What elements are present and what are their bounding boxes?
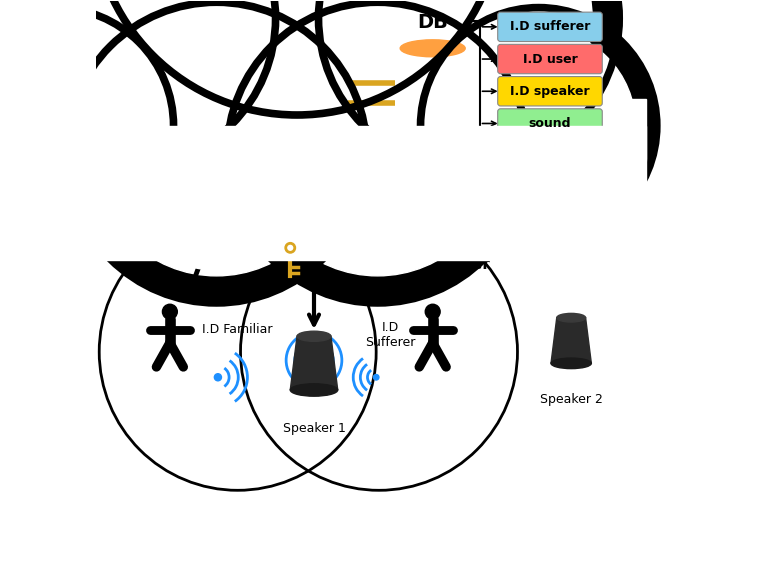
Circle shape <box>162 304 177 319</box>
Ellipse shape <box>400 40 465 57</box>
Ellipse shape <box>400 67 465 84</box>
Circle shape <box>425 304 440 319</box>
Circle shape <box>446 34 631 218</box>
Ellipse shape <box>297 331 331 341</box>
Circle shape <box>254 30 501 276</box>
Circle shape <box>346 0 592 141</box>
Ellipse shape <box>400 86 465 98</box>
Text: · · · · ·: · · · · · <box>298 170 330 181</box>
Text: I.D speaker: I.D speaker <box>510 85 590 98</box>
Text: Familiar: Familiar <box>130 257 199 272</box>
Circle shape <box>286 243 295 252</box>
Circle shape <box>442 29 635 223</box>
Bar <box>0 99 646 206</box>
Polygon shape <box>551 318 591 364</box>
Circle shape <box>0 7 174 244</box>
Circle shape <box>260 35 495 270</box>
FancyBboxPatch shape <box>274 158 353 189</box>
Ellipse shape <box>400 94 465 111</box>
Text: I.D user: I.D user <box>522 53 578 65</box>
Circle shape <box>8 0 243 136</box>
Bar <box>0 126 646 260</box>
Text: I.D Familiar: I.D Familiar <box>202 323 273 336</box>
Ellipse shape <box>400 112 465 125</box>
Bar <box>400 48 465 76</box>
Circle shape <box>66 2 367 303</box>
Text: Speaker 1: Speaker 1 <box>283 421 346 435</box>
Text: DB: DB <box>417 14 448 32</box>
Ellipse shape <box>290 384 338 396</box>
Polygon shape <box>290 336 338 390</box>
Circle shape <box>318 0 619 169</box>
Text: Key 1: Key 1 <box>262 243 304 256</box>
Text: I.D sufferer: I.D sufferer <box>510 20 590 34</box>
Text: I.D
Sufferer: I.D Sufferer <box>365 321 415 349</box>
Circle shape <box>227 2 528 303</box>
Text: sound: sound <box>529 117 572 130</box>
Circle shape <box>0 34 148 218</box>
Bar <box>400 76 465 103</box>
Ellipse shape <box>557 314 586 322</box>
Ellipse shape <box>400 121 465 138</box>
Circle shape <box>99 35 334 270</box>
Circle shape <box>215 374 221 381</box>
Text: Sufferer: Sufferer <box>420 257 490 272</box>
FancyBboxPatch shape <box>498 44 603 74</box>
Bar <box>400 103 465 130</box>
Circle shape <box>318 133 323 137</box>
FancyBboxPatch shape <box>498 77 603 106</box>
Circle shape <box>374 374 379 380</box>
Text: Speaker 2: Speaker 2 <box>540 394 603 406</box>
Circle shape <box>0 29 152 223</box>
Circle shape <box>311 357 318 364</box>
FancyBboxPatch shape <box>498 109 603 138</box>
Ellipse shape <box>551 358 591 369</box>
Ellipse shape <box>400 59 465 71</box>
Circle shape <box>352 0 586 136</box>
Circle shape <box>0 0 276 169</box>
FancyBboxPatch shape <box>498 12 603 41</box>
Text: IP Router: IP Router <box>371 165 431 177</box>
Circle shape <box>93 30 340 276</box>
Circle shape <box>138 0 456 70</box>
Circle shape <box>2 0 249 141</box>
Circle shape <box>93 0 501 115</box>
Circle shape <box>130 0 465 78</box>
Circle shape <box>311 357 318 364</box>
Circle shape <box>421 7 656 244</box>
